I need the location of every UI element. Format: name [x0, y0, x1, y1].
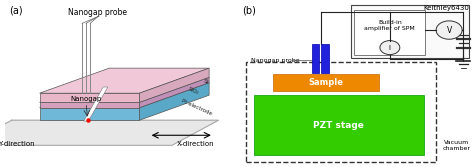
Text: Nanogap: Nanogap: [71, 96, 101, 102]
Text: Sample: Sample: [309, 78, 343, 87]
Text: Nanogap probe: Nanogap probe: [251, 58, 300, 63]
Bar: [321, 44, 328, 73]
Text: Y-direction: Y-direction: [0, 141, 35, 147]
Bar: [311, 44, 319, 73]
Text: (b): (b): [242, 5, 255, 15]
Polygon shape: [39, 68, 209, 93]
Bar: [354, 10, 426, 55]
Bar: [254, 95, 424, 155]
Text: Pt electrode: Pt electrode: [180, 99, 212, 117]
Text: Nanogap probe: Nanogap probe: [68, 8, 127, 17]
Polygon shape: [39, 77, 209, 102]
Text: SiO₂: SiO₂: [187, 86, 200, 96]
Polygon shape: [39, 93, 139, 102]
Polygon shape: [139, 77, 209, 108]
Polygon shape: [139, 68, 209, 102]
Polygon shape: [139, 83, 209, 120]
Polygon shape: [39, 108, 139, 120]
Polygon shape: [39, 83, 209, 108]
Circle shape: [436, 21, 462, 39]
Polygon shape: [39, 102, 139, 108]
Text: V: V: [447, 26, 452, 35]
Text: X-direction: X-direction: [176, 141, 214, 147]
Text: Vacuum
chamber: Vacuum chamber: [442, 140, 470, 151]
Text: PZT stage: PZT stage: [313, 121, 365, 130]
Polygon shape: [0, 120, 219, 145]
Text: (a): (a): [9, 5, 23, 15]
Text: Si: Si: [202, 78, 210, 85]
Circle shape: [380, 41, 400, 55]
Text: Keithley6430: Keithley6430: [423, 5, 469, 11]
Text: I: I: [389, 45, 391, 51]
Bar: [351, 5, 469, 58]
Text: Build-in
amplifier of SPM: Build-in amplifier of SPM: [365, 20, 415, 31]
Polygon shape: [84, 87, 108, 121]
Bar: [273, 74, 379, 91]
Bar: [246, 62, 436, 162]
